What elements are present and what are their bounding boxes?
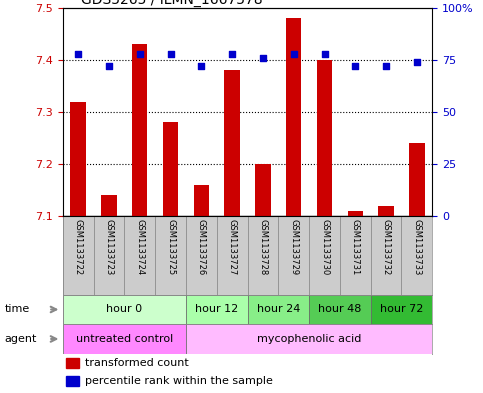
Bar [340,216,371,295]
Bar [217,216,247,295]
Bar [309,216,340,295]
Text: GSM1133731: GSM1133731 [351,219,360,275]
Bar [371,216,401,295]
Text: GSM1133729: GSM1133729 [289,219,298,275]
Text: mycophenolic acid: mycophenolic acid [257,334,361,344]
Text: transformed count: transformed count [85,358,189,368]
Text: GSM1133724: GSM1133724 [135,219,144,275]
Text: GDS5265 / ILMN_1667578: GDS5265 / ILMN_1667578 [81,0,263,7]
Bar [309,295,371,324]
Text: GSM1133730: GSM1133730 [320,219,329,275]
Bar [348,211,363,216]
Text: percentile rank within the sample: percentile rank within the sample [85,376,273,386]
Text: hour 48: hour 48 [318,305,362,314]
Text: GSM1133728: GSM1133728 [258,219,268,275]
Bar [186,324,432,354]
Bar [186,295,247,324]
Bar [101,195,117,216]
Bar [71,101,86,216]
Text: GSM1133727: GSM1133727 [227,219,237,275]
Point [382,63,390,69]
Point [167,51,174,57]
Text: hour 72: hour 72 [380,305,423,314]
Bar [247,216,278,295]
Text: GSM1133732: GSM1133732 [382,219,391,275]
Point [259,55,267,61]
Point [136,51,143,57]
Text: GSM1133733: GSM1133733 [412,219,421,275]
Point [74,51,82,57]
Bar [63,324,186,354]
Bar [63,295,186,324]
Bar [155,216,186,295]
Bar [63,216,94,295]
Point [290,51,298,57]
Bar [67,358,79,368]
Text: untreated control: untreated control [76,334,173,344]
Text: GSM1133725: GSM1133725 [166,219,175,275]
Text: GSM1133726: GSM1133726 [197,219,206,275]
Point [105,63,113,69]
Text: GSM1133722: GSM1133722 [74,219,83,275]
Bar [371,295,432,324]
Bar [278,216,309,295]
Bar [378,206,394,216]
Bar [163,122,178,216]
Bar [67,376,79,386]
Point [198,63,205,69]
Text: hour 0: hour 0 [106,305,142,314]
Bar [255,164,270,216]
Text: hour 24: hour 24 [256,305,300,314]
Bar [94,216,125,295]
Point [228,51,236,57]
Bar [317,60,332,216]
Bar [225,70,240,216]
Point [413,59,421,65]
Bar [409,143,425,216]
Text: GSM1133723: GSM1133723 [104,219,114,275]
Bar [194,185,209,216]
Point [352,63,359,69]
Bar [125,216,155,295]
Bar [286,18,301,216]
Bar [401,216,432,295]
Text: agent: agent [5,334,37,344]
Bar [132,44,147,216]
Point [321,51,328,57]
Bar [247,295,309,324]
Text: time: time [5,305,30,314]
Bar [186,216,217,295]
Text: hour 12: hour 12 [195,305,239,314]
